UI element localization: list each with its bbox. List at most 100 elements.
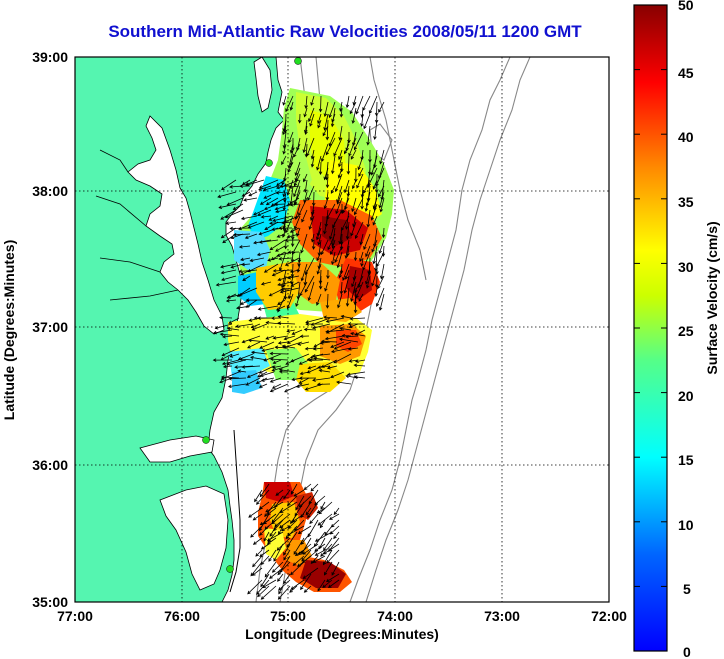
pamlico-sound [159, 485, 229, 591]
velocity-arrow [247, 338, 268, 343]
velocity-arrow [257, 316, 275, 320]
velocity-arrow [286, 525, 305, 536]
velocity-arrow [310, 149, 315, 160]
velocity-arrow [331, 561, 340, 576]
velocity-arrow [288, 185, 300, 189]
velocity-arrow [258, 179, 279, 189]
velocity-arrow [282, 125, 287, 136]
x-axis: 77:00 76:00 75:00 74:00 73:00 72:00 Long… [57, 608, 627, 642]
velocity-arrow [305, 507, 312, 516]
velocity-arrow [247, 341, 261, 349]
velocity-arrow [241, 191, 251, 197]
velocity-arrow [360, 257, 364, 267]
velocity-arrow [378, 191, 385, 209]
velocity-arrow [222, 364, 233, 369]
velocity-arrow [298, 495, 312, 508]
velocity-arrow [325, 137, 336, 156]
velocity-arrow [324, 281, 329, 292]
velocity-arrow [256, 489, 270, 505]
velocity-arrow [379, 149, 385, 165]
velocity-arrow [249, 355, 268, 361]
velocity-arrow [334, 245, 343, 263]
velocity-arrow [220, 269, 237, 275]
velocity-arrow [363, 113, 371, 130]
velocity-arrow [286, 233, 300, 239]
colorbar-tick-label: 40 [678, 129, 694, 145]
velocity-arrow [333, 341, 352, 350]
velocity-arrow [366, 125, 371, 146]
velocity-arrow [345, 221, 350, 240]
velocity-arrow [225, 221, 237, 225]
velocity-arrow [241, 365, 261, 369]
velocity-arrow [286, 329, 296, 333]
velocity-arrow [262, 579, 277, 589]
velocity-arrow [214, 323, 233, 330]
velocity-arrow [375, 167, 385, 187]
velocity-arrow [228, 317, 240, 324]
velocity-arrow [307, 365, 317, 370]
velocity-arrow [350, 149, 357, 160]
velocity-arrow [266, 507, 277, 516]
velocity-arrow [379, 263, 385, 280]
velocity-arrow [319, 519, 326, 529]
velocity-arrow [354, 359, 366, 363]
velocity-arrow [232, 232, 251, 237]
velocity-arrow [316, 293, 322, 306]
velocity-arrow [332, 209, 343, 229]
velocity-arrow [269, 357, 289, 362]
velocity-arrow [367, 167, 378, 187]
velocity-arrow [295, 383, 310, 388]
velocity-arrow [338, 337, 359, 343]
velocity-arrow [333, 137, 343, 157]
velocity-arrow [331, 113, 336, 123]
velocity-arrow [353, 375, 366, 379]
velocity-arrow [300, 263, 308, 282]
velocity-arrow [316, 227, 322, 241]
velocity-arrow [374, 287, 378, 298]
velocity-arrow [289, 269, 300, 274]
velocity-arrow [331, 239, 336, 249]
velocity-arrow [310, 95, 315, 106]
velocity-arrow [219, 315, 233, 320]
velocity-arrow [250, 525, 263, 538]
velocity-arrow [269, 239, 286, 251]
grid-lines [75, 57, 609, 602]
velocity-arrow [340, 314, 352, 319]
velocity-arrow [308, 489, 319, 505]
velocity-arrow [308, 358, 324, 363]
velocity-arrow [217, 191, 237, 199]
velocity-arrow [328, 513, 340, 520]
velocity-arrow [316, 251, 322, 262]
velocity-arrow [346, 371, 366, 377]
velocity-arrow [269, 383, 289, 393]
velocity-arrow [302, 137, 308, 154]
velocity-arrow [320, 359, 338, 368]
velocity-arrow [260, 377, 275, 382]
velocity-arrow [320, 239, 329, 256]
velocity-arrow [323, 315, 338, 320]
velocity-arrow [335, 197, 343, 215]
velocity-arrow [365, 245, 371, 258]
velocity-arrow [277, 281, 293, 287]
velocity-arrow [379, 197, 385, 213]
velocity-arrow [293, 489, 305, 497]
velocity-arrow [368, 95, 378, 115]
velocity-arrow [348, 137, 357, 157]
velocity-arrow [239, 357, 254, 362]
velocity-arrow [303, 179, 308, 193]
velocity-arrow [272, 359, 282, 364]
velocity-arrow [271, 561, 284, 573]
colorbar-tick-label: 30 [678, 259, 694, 275]
velocity-arrow [372, 215, 378, 226]
velocity-arrow [317, 513, 333, 526]
velocity-arrow [271, 383, 282, 389]
velocity-arrow [348, 323, 359, 329]
velocity-arrow [307, 519, 319, 538]
velocity-arrow [303, 327, 317, 332]
velocity-arrow [323, 167, 329, 181]
velocity-arrow [252, 537, 263, 545]
velocity-arrow [268, 549, 277, 562]
velocity-arrow [354, 275, 364, 294]
velocity-arrow [374, 101, 379, 117]
